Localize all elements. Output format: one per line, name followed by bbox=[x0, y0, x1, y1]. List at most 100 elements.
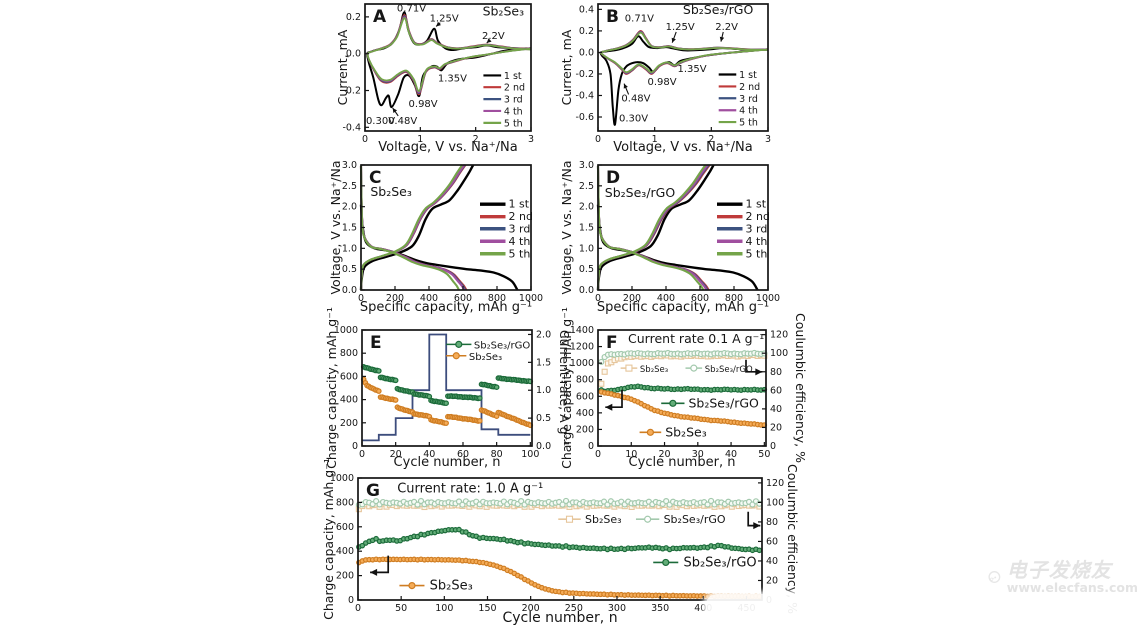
y-tick-label: 3.0 bbox=[579, 160, 594, 171]
annotation: 2.2V bbox=[715, 22, 738, 33]
y-tick-label: 1000 bbox=[570, 358, 594, 369]
y-tick-label: 400 bbox=[336, 546, 354, 557]
y-tick-label: 2.0 bbox=[342, 202, 357, 213]
watermark-url-text: www.elecfans.com bbox=[1006, 579, 1137, 595]
y2-tick-label: 60 bbox=[770, 385, 782, 396]
data-point-marker bbox=[443, 420, 449, 426]
x-tick-label: 150 bbox=[478, 603, 496, 614]
y-tick-label: 0.5 bbox=[342, 264, 357, 275]
y-tick-label: 0.0 bbox=[346, 49, 361, 60]
data-point-marker bbox=[669, 399, 677, 407]
series-orange-circle bbox=[360, 376, 534, 429]
annotation: 1.25V bbox=[666, 22, 695, 33]
panel-G: 0501001502002503003504004500200400600800… bbox=[321, 458, 800, 626]
y-tick-label: 200 bbox=[336, 571, 354, 582]
y-tick-label: 200 bbox=[340, 418, 358, 429]
y-tick-label: 1000 bbox=[330, 473, 354, 484]
x-tick-label: 50 bbox=[395, 603, 407, 614]
data-point-marker bbox=[565, 515, 574, 523]
y2-tick-label: 40 bbox=[770, 404, 782, 415]
x-tick-label: 1000 bbox=[756, 293, 780, 304]
x-tick-label: 200 bbox=[522, 603, 540, 614]
legend-entry: Sb₂Se₃ bbox=[446, 352, 502, 363]
annotation: 0.71V bbox=[625, 14, 654, 25]
y-tick-label: 3.0 bbox=[342, 160, 357, 171]
arrow-head bbox=[623, 83, 628, 89]
x-tick-label: 600 bbox=[454, 293, 472, 304]
x-tick-label: 30 bbox=[692, 449, 704, 460]
y2-axis-title: Coulumbic efficiency, % bbox=[785, 464, 800, 614]
panel-letter-E: E bbox=[370, 333, 382, 353]
x-tick-label: 20 bbox=[390, 449, 402, 460]
data-point-marker bbox=[414, 501, 421, 508]
watermark-blur-patch bbox=[706, 594, 806, 624]
x-tick-label: 0 bbox=[359, 449, 365, 460]
legend-label: 3 rd bbox=[746, 222, 768, 235]
y-axis-title: Current, mA bbox=[559, 29, 574, 105]
legend: 1 st2 nd3 rd4 th5 th bbox=[717, 198, 770, 260]
y2-tick-label: 120 bbox=[766, 478, 784, 489]
y-tick-label: 600 bbox=[576, 391, 594, 402]
profile-curve-5th-c bbox=[359, 164, 464, 291]
legend-label: 5 th bbox=[739, 118, 758, 129]
y-tick-label: 1400 bbox=[570, 325, 594, 336]
data-point-marker bbox=[690, 364, 698, 372]
legend-label: 5 th bbox=[504, 118, 523, 129]
annotation: 2.2V bbox=[482, 31, 505, 42]
y-axis-title: Charge capacity, mAh g⁻¹ bbox=[324, 307, 339, 469]
plot-frame bbox=[597, 329, 767, 447]
plot-frame bbox=[597, 164, 769, 291]
x-tick-label: 3 bbox=[765, 134, 771, 145]
x-tick-label: 0 bbox=[362, 134, 368, 145]
legend-label: 3 rd bbox=[509, 222, 531, 235]
x-tick-label: 0 bbox=[595, 134, 601, 145]
y-axis-title: Charge capacity, mAh g⁻¹ bbox=[321, 458, 336, 620]
y2-tick-label: 100 bbox=[770, 348, 788, 359]
x-tick-label: 300 bbox=[608, 603, 626, 614]
legend-label: 2 nd bbox=[739, 82, 760, 93]
data-point-marker bbox=[477, 395, 483, 401]
x-tick-label: 800 bbox=[488, 293, 506, 304]
data-point-marker bbox=[455, 340, 463, 348]
legend-label: 3 rd bbox=[739, 94, 758, 105]
series-green-circle bbox=[360, 364, 534, 407]
panel-D: 0 200 400 600 800 1000 0.0 0.5 1.0 1.5 2.0 2.5 3.0 Sp… bbox=[559, 160, 780, 315]
legend-label: Sb₂Se₃/rGO bbox=[474, 340, 530, 351]
legend-entry: Sb₂Se₃ bbox=[558, 513, 622, 526]
annotation: Sb₂Se₃ bbox=[483, 3, 525, 18]
x-tick-label: 2 bbox=[473, 134, 479, 145]
y-tick-label: 1.0 bbox=[342, 243, 357, 254]
elecfans-watermark: 电子发烧友 www.elecfans.com bbox=[988, 548, 1137, 606]
x-axis-title: Specific capacity, mAh g⁻¹ bbox=[360, 300, 532, 315]
data-point-marker bbox=[408, 582, 416, 590]
y-tick-label: 600 bbox=[340, 371, 358, 382]
y-tick-label: 1.0 bbox=[579, 243, 594, 254]
panel-letter-C: C bbox=[369, 168, 381, 188]
legend-entry: Sb₂Se₃/rGO bbox=[635, 513, 726, 526]
data-point-marker bbox=[452, 352, 460, 360]
annotation: Sb₂Se₃ bbox=[370, 184, 412, 199]
panel-B: 0 1 2 3 0.4 0.2 0.0 -0.2 -0.4 -0.6 Voltage, V vs. … bbox=[559, 2, 771, 155]
x-axis-title: Cycle number, n bbox=[629, 455, 736, 470]
data-point-marker bbox=[598, 380, 605, 387]
legend-entry: Sb₂Se₃/rGO bbox=[685, 364, 753, 375]
annotation: Current rate: 1.0 A g⁻¹ bbox=[397, 482, 543, 497]
annotation: 1.35V bbox=[438, 74, 467, 85]
data-point-marker bbox=[646, 428, 654, 436]
legend-entry: Sb₂Se₃ bbox=[620, 364, 668, 375]
y-tick-label: 400 bbox=[340, 395, 358, 406]
data-point-marker bbox=[376, 388, 382, 394]
y-tick-label: 0 bbox=[352, 441, 358, 452]
y-tick-label: 2.5 bbox=[342, 181, 357, 192]
data-point-marker bbox=[392, 377, 399, 384]
x-tick-label: 100 bbox=[435, 603, 453, 614]
annotation: 0.30V bbox=[619, 114, 648, 125]
legend-label: 1 st bbox=[509, 198, 530, 211]
annotation: Sb₂Se₃/rGO bbox=[683, 2, 754, 17]
legend-label: 2 nd bbox=[746, 210, 770, 223]
y-tick-label: 800 bbox=[340, 348, 358, 359]
series-greenOpen-circle bbox=[598, 349, 768, 366]
y-tick-label: -0.4 bbox=[575, 90, 594, 101]
